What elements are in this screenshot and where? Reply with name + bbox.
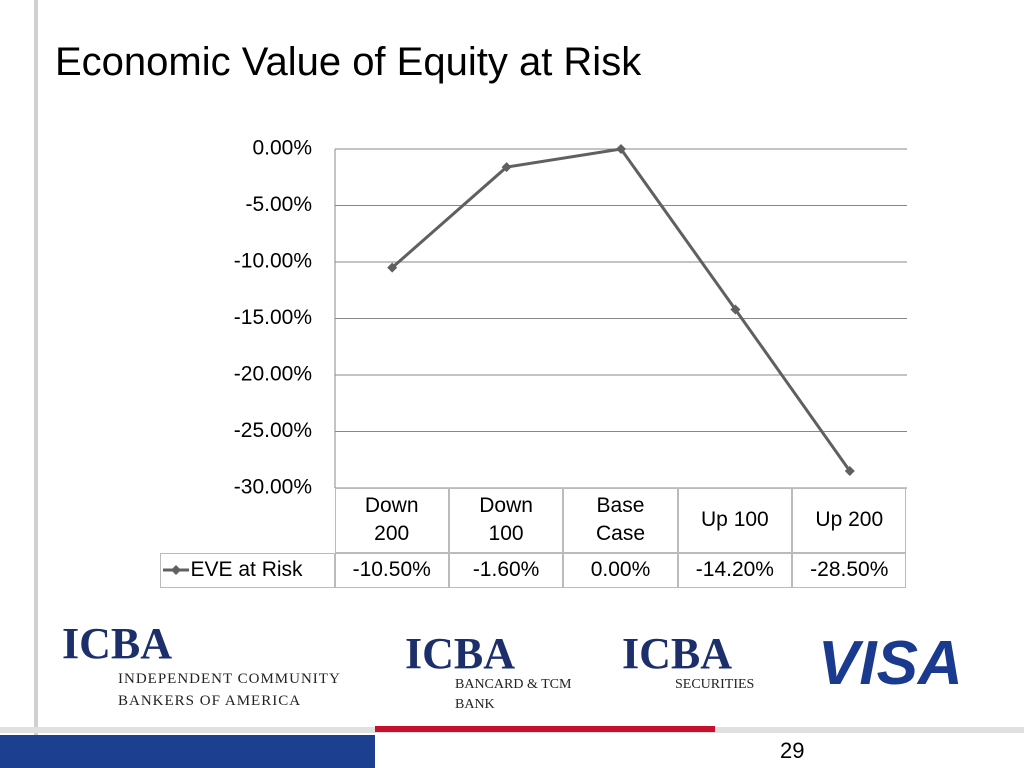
category-cell: Up 200 — [792, 487, 907, 553]
category-cell: Down 100 — [448, 487, 564, 553]
y-tick-label: -25.00% — [234, 419, 312, 442]
value-cell-text: -1.60% — [472, 558, 540, 581]
chart: 0.00% -5.00% -10.00% -15.00% -20.00% -25.00% -… — [234, 137, 907, 499]
category-cell: Base Case — [563, 487, 678, 553]
legend-label: EVE at Risk — [190, 558, 303, 581]
logo-bancard: ICBA — [405, 629, 516, 678]
category-cell-text: Up 200 — [815, 508, 884, 531]
y-tick-label: 0.00% — [252, 137, 312, 160]
side-rule — [34, 0, 38, 768]
y-tick-label: -20.00% — [234, 363, 312, 386]
logo-visa: VISA — [818, 629, 963, 698]
y-tick-label: -15.00% — [234, 306, 312, 329]
value-cell: -14.20% — [677, 552, 793, 588]
logo-bancard-text: Bancard & TCM Bank — [455, 677, 572, 712]
logo-icba: ICBA — [62, 619, 173, 668]
slide-title: Economic Value of Equity at Risk — [55, 40, 642, 84]
page-number: 29 — [780, 738, 805, 763]
point — [387, 262, 398, 273]
value-cell: 0.00% — [563, 552, 678, 588]
category-cell-text: Down 200 — [364, 494, 419, 545]
category-cell-text: Base Case — [595, 494, 645, 545]
point — [844, 466, 855, 477]
logo-icba-text: Independent Community Bankers of America — [118, 671, 341, 709]
category-cell-text: Up 100 — [701, 508, 769, 531]
logo-securities-text: Securities — [675, 677, 755, 692]
y-tick-label: -5.00% — [245, 193, 312, 216]
category-cell: Down 200 — [334, 487, 449, 553]
value-cell: -10.50% — [334, 552, 449, 588]
value-cell: -1.60% — [448, 552, 564, 588]
point — [616, 144, 626, 154]
value-cell-text: -28.50% — [810, 558, 889, 581]
category-cell: Up 100 — [677, 487, 793, 553]
y-tick-label: -10.00% — [234, 250, 312, 273]
value-cell-text: -10.50% — [352, 558, 431, 581]
footer-red — [375, 726, 715, 732]
legend-marker — [170, 565, 181, 575]
category-cell-text: Down 100 — [479, 494, 533, 545]
legend-key — [162, 565, 189, 575]
value-cell: -28.50% — [792, 552, 907, 588]
point — [730, 304, 741, 315]
series-line — [391, 147, 852, 472]
footer-blue — [0, 735, 375, 768]
logo-securities: ICBA — [622, 629, 733, 678]
value-cell-text: 0.00% — [590, 558, 651, 581]
value-cell-text: -14.20% — [695, 558, 774, 581]
point — [501, 162, 512, 173]
legend-cell: EVE at Risk — [159, 552, 335, 588]
y-tick-label: -30.00% — [234, 476, 312, 499]
